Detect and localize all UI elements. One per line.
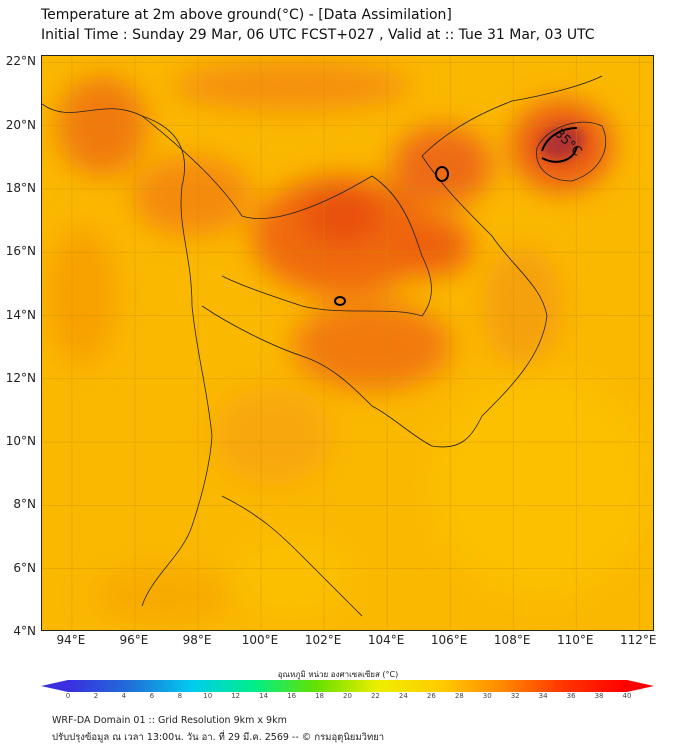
lon-label: 100°E (241, 633, 279, 647)
colorbar-tick: 28 (454, 692, 464, 700)
temperature-field: 35°C (42, 56, 653, 630)
colorbar-tick: 18 (315, 692, 325, 700)
colorbar-tick: 34 (538, 692, 548, 700)
colorbar-gradient (68, 680, 627, 692)
lat-label: 22°N (5, 54, 36, 69)
lat-label: 18°N (5, 180, 36, 195)
lat-label: 20°N (5, 117, 36, 132)
lon-label: 110°E (556, 633, 594, 647)
colorbar-tick: 12 (231, 692, 241, 700)
gridlines (42, 56, 653, 630)
lon-label: 98°E (182, 633, 212, 647)
lon-label: 94°E (56, 633, 86, 647)
lon-label: 104°E (367, 633, 405, 647)
colorbar-tick: 26 (426, 692, 436, 700)
colorbar-tick: 8 (177, 692, 183, 700)
colorbar-tick: 32 (510, 692, 520, 700)
lat-label: 12°N (5, 370, 36, 385)
colorbar-max-arrow (627, 680, 654, 692)
colorbar-tick: 4 (121, 692, 127, 700)
temperature-map: 35°C (41, 55, 654, 631)
lat-label: 14°N (5, 307, 36, 322)
colorbar-tick: 40 (622, 692, 632, 700)
footer-model-info: WRF-DA Domain 01 :: Grid Resolution 9km … (52, 715, 287, 726)
colorbar-min-arrow (41, 680, 68, 692)
lat-label: 6°N (13, 560, 36, 575)
lon-label: 106°E (430, 633, 468, 647)
colorbar-tick: 2 (93, 692, 99, 700)
lat-label: 8°N (13, 497, 36, 512)
lat-label: 4°N (13, 624, 36, 638)
heat-blobs (47, 61, 652, 626)
lon-label: 112°E (619, 633, 657, 647)
colorbar-tick: 36 (566, 692, 576, 700)
colorbar-tick: 10 (203, 692, 213, 700)
lon-label: 108°E (493, 633, 531, 647)
colorbar-tick: 14 (259, 692, 269, 700)
contour-35c (334, 127, 578, 306)
lon-label: 96°E (119, 633, 149, 647)
map-subtitle: Initial Time : Sunday 29 Mar, 06 UTC FCS… (41, 27, 595, 43)
coastlines-borders (42, 75, 607, 617)
map-title: Temperature at 2m above ground(°C) - [Da… (41, 7, 452, 23)
country-borders (141, 115, 432, 317)
hainan-coastline (536, 121, 607, 182)
colorbar-tick: 22 (370, 692, 380, 700)
colorbar-tick: 0 (65, 692, 71, 700)
footer-update-info: ปรับปรุงข้อมูล ณ เวลา 13:00น. วัน อา. ที… (52, 732, 385, 743)
malay-coastline (221, 495, 363, 617)
lat-label: 16°N (5, 244, 36, 259)
gulf-coastline (201, 75, 603, 448)
colorbar-tick: 16 (287, 692, 297, 700)
western-coastline (42, 103, 213, 607)
colorbar-tick: 20 (343, 692, 352, 700)
colorbar-title: อุณหภูมิ หน่วย องศาเซลเซียส (°C) (277, 670, 399, 679)
lat-label: 10°N (5, 434, 36, 449)
colorbar-tick: 30 (482, 692, 492, 700)
colorbar-tick: 6 (149, 692, 155, 700)
colorbar-tick: 38 (594, 692, 604, 700)
colorbar (41, 680, 654, 692)
colorbar-tick: 24 (398, 692, 408, 700)
hot-spot-hainan (540, 126, 584, 160)
lon-label: 102°E (304, 633, 342, 647)
